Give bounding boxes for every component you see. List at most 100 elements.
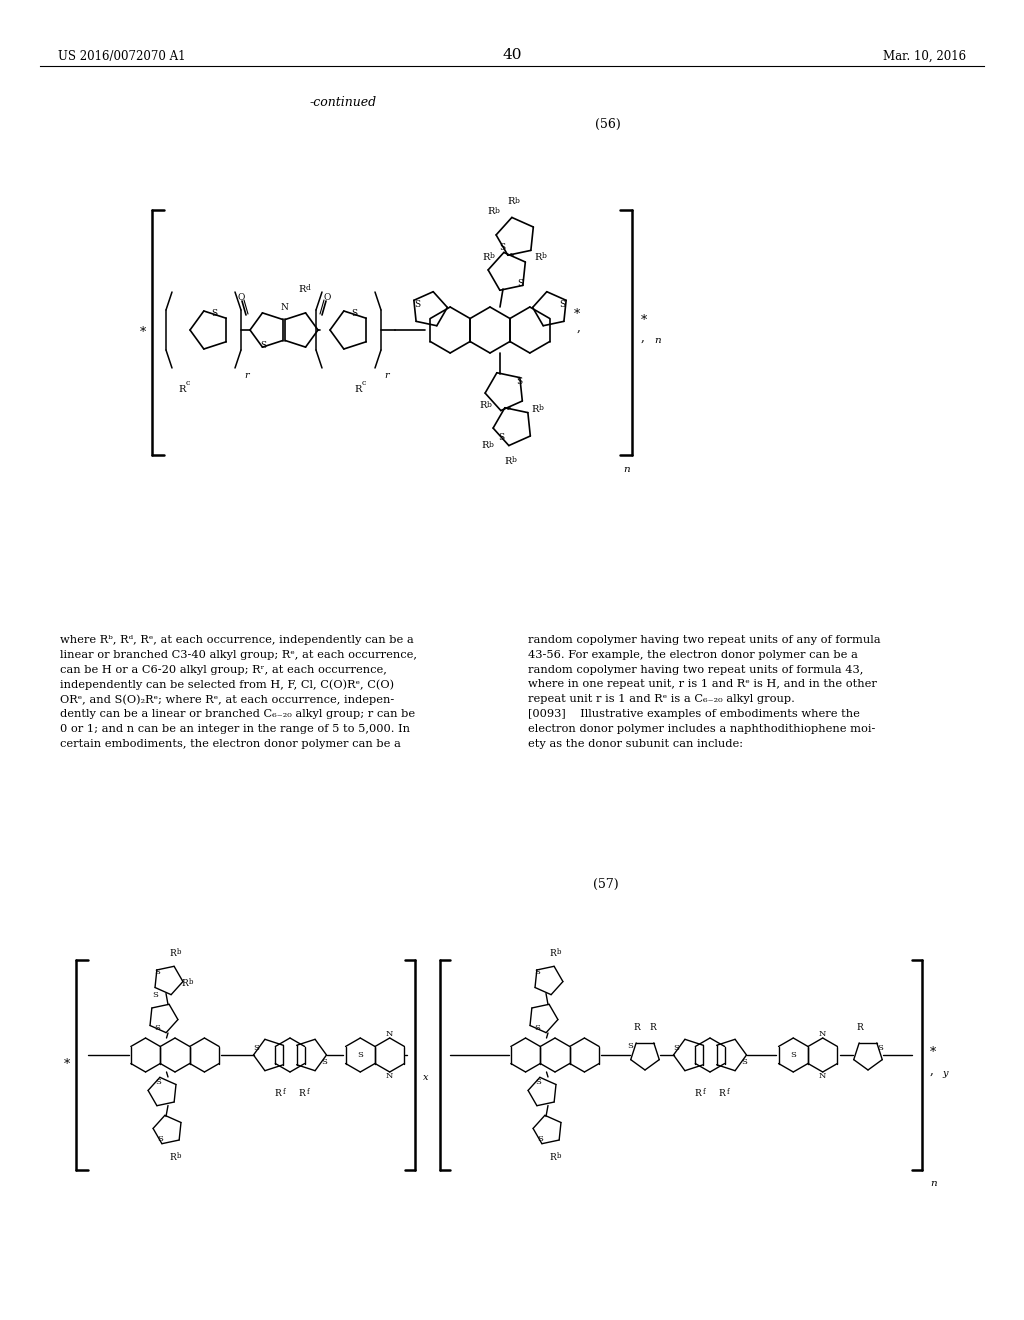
Text: R: R [481, 441, 488, 450]
Text: random copolymer having two repeat units of formula 43,: random copolymer having two repeat units… [528, 664, 863, 675]
Text: 0 or 1; and n can be an integer in the range of 5 to 5,000. In: 0 or 1; and n can be an integer in the r… [60, 723, 410, 734]
Text: S: S [253, 1044, 259, 1052]
Text: S: S [535, 969, 541, 977]
Text: S: S [499, 243, 505, 252]
Text: *: * [930, 1047, 936, 1060]
Text: R: R [479, 401, 486, 411]
Text: R: R [482, 252, 489, 261]
Text: S: S [791, 1051, 797, 1059]
Text: r: r [385, 371, 389, 380]
Text: random copolymer having two repeat units of any of formula: random copolymer having two repeat units… [528, 635, 881, 645]
Text: n: n [930, 1180, 937, 1188]
Text: [0093]    Illustrative examples of embodiments where the: [0093] Illustrative examples of embodime… [528, 709, 860, 719]
Text: R: R [531, 404, 539, 413]
Text: R: R [857, 1023, 863, 1032]
Text: b: b [188, 978, 194, 986]
Text: *: * [641, 314, 647, 327]
Text: c: c [186, 379, 190, 387]
Text: R: R [694, 1089, 701, 1097]
Text: f: f [283, 1088, 286, 1096]
Text: S: S [516, 376, 522, 385]
Text: (56): (56) [595, 117, 621, 131]
Text: N: N [386, 1072, 393, 1080]
Text: R: R [507, 198, 515, 206]
Text: N: N [819, 1030, 826, 1038]
Text: S: S [357, 1051, 364, 1059]
Text: -continued: -continued [310, 96, 377, 110]
Text: b: b [177, 1152, 181, 1160]
Text: R: R [550, 1152, 556, 1162]
Text: x: x [423, 1072, 428, 1081]
Text: R: R [170, 949, 176, 957]
Text: R: R [550, 949, 556, 957]
Text: S: S [415, 300, 421, 309]
Text: independently can be selected from H, F, Cl, C(O)Rᵉ, C(O): independently can be selected from H, F,… [60, 680, 394, 690]
Text: can be H or a C6-20 alkyl group; Rʳ, at each occurrence,: can be H or a C6-20 alkyl group; Rʳ, at … [60, 664, 387, 675]
Text: *: * [63, 1059, 70, 1072]
Text: R: R [354, 385, 361, 395]
Text: f: f [727, 1088, 729, 1096]
Text: ,: , [577, 321, 581, 334]
Text: b: b [486, 401, 492, 409]
Text: f: f [702, 1088, 706, 1096]
Text: S: S [154, 1024, 160, 1032]
Text: ,: , [641, 331, 645, 345]
Text: S: S [322, 1059, 327, 1067]
Text: S: S [155, 969, 161, 977]
Text: R: R [535, 252, 542, 261]
Text: dently can be a linear or branched C₆₋₂₀ alkyl group; r can be: dently can be a linear or branched C₆₋₂₀… [60, 709, 415, 719]
Text: b: b [495, 207, 500, 215]
Text: S: S [517, 280, 523, 289]
Text: R: R [299, 1089, 305, 1097]
Text: R: R [170, 1152, 176, 1162]
Text: b: b [177, 948, 181, 956]
Text: S: S [158, 1135, 164, 1143]
Text: R: R [487, 207, 495, 216]
Text: S: S [741, 1059, 746, 1067]
Text: where Rᵇ, Rᵈ, Rᵉ, at each occurrence, independently can be a: where Rᵇ, Rᵈ, Rᵉ, at each occurrence, in… [60, 635, 414, 645]
Text: electron donor polymer includes a naphthodithiophene moi-: electron donor polymer includes a naphth… [528, 723, 876, 734]
Text: b: b [488, 441, 494, 449]
Text: O: O [238, 293, 245, 301]
Text: b: b [542, 252, 547, 260]
Text: c: c [361, 379, 367, 387]
Text: r: r [245, 371, 249, 380]
Text: S: S [538, 1135, 544, 1143]
Text: S: S [878, 1044, 883, 1052]
Text: R: R [634, 1023, 640, 1032]
Text: R: R [719, 1089, 725, 1097]
Text: US 2016/0072070 A1: US 2016/0072070 A1 [58, 50, 185, 63]
Text: b: b [557, 948, 561, 956]
Text: N: N [280, 302, 288, 312]
Text: S: S [211, 309, 217, 318]
Text: ety as the donor subunit can include:: ety as the donor subunit can include: [528, 739, 743, 748]
Text: *: * [573, 308, 580, 321]
Text: certain embodiments, the electron donor polymer can be a: certain embodiments, the electron donor … [60, 739, 400, 748]
Text: b: b [557, 1152, 561, 1160]
Text: O: O [324, 293, 331, 301]
Text: repeat unit r is 1 and Rᵉ is a C₆₋₂₀ alkyl group.: repeat unit r is 1 and Rᵉ is a C₆₋₂₀ alk… [528, 694, 795, 704]
Text: S: S [498, 433, 504, 442]
Text: n: n [654, 337, 660, 345]
Text: R: R [298, 285, 306, 293]
Text: R: R [178, 385, 185, 395]
Text: N: N [819, 1072, 826, 1080]
Text: b: b [539, 404, 544, 412]
Text: ,: , [930, 1064, 934, 1077]
Text: N: N [386, 1030, 393, 1038]
Text: f: f [306, 1088, 309, 1096]
Text: S: S [627, 1041, 633, 1049]
Text: S: S [673, 1044, 679, 1052]
Text: S: S [559, 300, 565, 309]
Text: (57): (57) [593, 878, 618, 891]
Text: ORᵉ, and S(O)₂Rᵉ; where Rᵉ, at each occurrence, indepen-: ORᵉ, and S(O)₂Rᵉ; where Rᵉ, at each occu… [60, 694, 394, 705]
Text: S: S [260, 342, 266, 351]
Text: R: R [649, 1023, 656, 1032]
Text: S: S [156, 1077, 162, 1085]
Text: S: S [351, 309, 357, 318]
Text: S: S [536, 1077, 542, 1085]
Text: R: R [181, 978, 188, 987]
Text: S: S [535, 1024, 540, 1032]
Text: d: d [305, 284, 310, 292]
Text: linear or branched C3-40 alkyl group; Rᵉ, at each occurrence,: linear or branched C3-40 alkyl group; Rᵉ… [60, 649, 417, 660]
